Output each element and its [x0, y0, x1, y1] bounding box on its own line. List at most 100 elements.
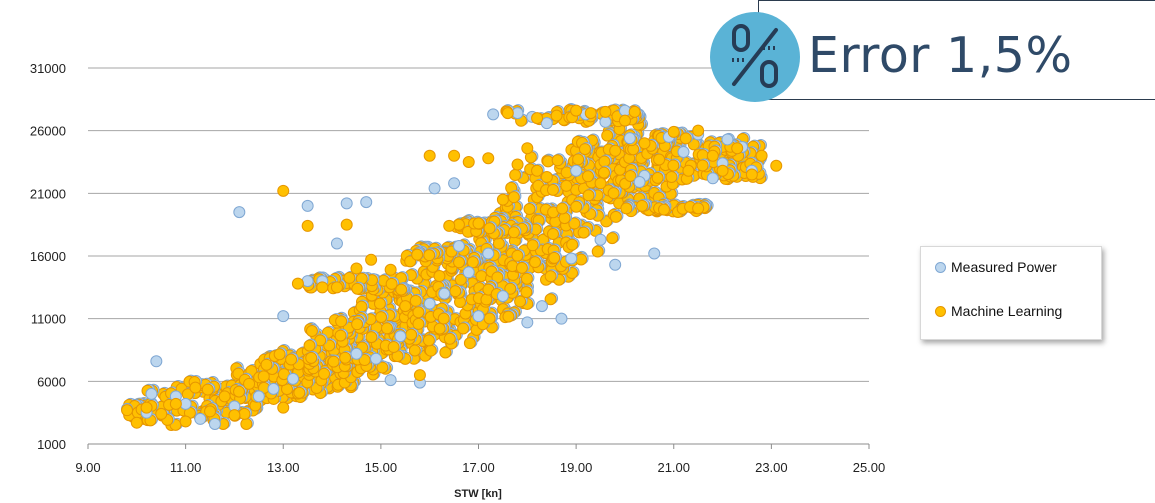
machine-learning-point [609, 210, 622, 223]
machine-learning-point [628, 105, 641, 118]
machine-learning-point [606, 232, 619, 245]
machine-learning-point [531, 112, 544, 125]
machine-learning-point [443, 332, 456, 345]
machine-learning-point [273, 348, 286, 361]
machine-learning-point [140, 401, 153, 414]
legend-label-machine-learning: Machine Learning [951, 303, 1063, 319]
legend-label-measured-power: Measured Power [951, 259, 1057, 275]
measured-power-point [462, 266, 475, 279]
machine-learning-point [303, 339, 316, 352]
measured-power-point [145, 387, 158, 400]
machine-learning-point [130, 416, 143, 429]
percent-badge-icon [710, 12, 800, 102]
machine-learning-point [387, 341, 400, 354]
measured-power-point [565, 252, 578, 265]
measured-power-point [360, 196, 373, 209]
machine-learning-point [452, 218, 465, 231]
machine-learning-point [385, 277, 398, 290]
data-points [121, 104, 783, 430]
machine-learning-point [755, 149, 768, 162]
machine-learning-point [293, 386, 306, 399]
machine-learning-point [540, 171, 553, 184]
machine-learning-point [399, 300, 412, 313]
machine-learning-point [189, 381, 202, 394]
y-tick-label: 11000 [31, 312, 66, 327]
machine-learning-point [339, 351, 352, 364]
machine-learning-point [618, 114, 631, 127]
measured-power-point [394, 330, 407, 343]
measured-power-point [623, 132, 636, 145]
machine-learning-point [350, 262, 363, 275]
machine-learning-point [365, 253, 378, 266]
machine-learning-point [598, 155, 611, 168]
machine-learning-point [305, 324, 318, 337]
machine-learning-point [240, 417, 253, 430]
machine-learning-point [599, 105, 612, 118]
machine-learning-point [526, 239, 539, 252]
machine-learning-point [665, 170, 678, 183]
machine-learning-point [572, 153, 585, 166]
measured-power-point [633, 176, 646, 189]
machine-learning-point [502, 310, 515, 323]
machine-learning-point [653, 153, 666, 166]
machine-learning-point [620, 202, 633, 215]
machine-learning-point [491, 271, 504, 284]
machine-learning-point [566, 238, 579, 251]
machine-learning-point [547, 228, 560, 241]
machine-learning-point [409, 294, 422, 307]
machine-learning-point [570, 104, 583, 117]
measured-power-point [301, 275, 314, 288]
machine-learning-point [692, 124, 705, 137]
measured-power-point [599, 115, 612, 128]
machine-learning-point [462, 156, 475, 168]
error-label: Error 1,5% [808, 27, 1073, 84]
machine-learning-point [511, 249, 524, 262]
machine-learning-point [233, 385, 246, 398]
machine-learning-point [521, 142, 534, 155]
machine-learning-point [277, 401, 290, 414]
machine-learning-point [305, 351, 318, 364]
measured-power-point [330, 237, 343, 250]
measured-power-point [233, 206, 246, 219]
machine-learning-point [218, 390, 231, 403]
y-tick-label: 6000 [37, 374, 66, 389]
machine-learning-point [570, 200, 583, 213]
machine-learning-point [578, 143, 591, 156]
machine-learning-point [411, 248, 424, 261]
machine-learning-point [412, 306, 425, 319]
measured-power-point [648, 247, 661, 260]
machine-learning-point [679, 132, 692, 145]
machine-learning-point [696, 159, 709, 172]
machine-learning-point [624, 170, 637, 183]
machine-learning-point [243, 377, 256, 390]
machine-learning-point [509, 169, 522, 182]
machine-learning-point [544, 270, 557, 283]
error-panel [758, 0, 1155, 100]
measured-power-point [535, 300, 548, 313]
measured-power-point [594, 233, 607, 246]
measured-power-point [277, 310, 290, 323]
measured-power-point [609, 258, 622, 271]
measured-power-point [428, 182, 441, 195]
machine-learning-point [692, 202, 705, 215]
machine-learning-point [408, 344, 421, 357]
measured-power-point [706, 172, 719, 185]
machine-learning-point [260, 358, 273, 371]
machine-learning-point [598, 166, 611, 179]
axes [87, 443, 870, 449]
measured-power-point [472, 310, 485, 323]
x-tick-label: 19.00 [560, 460, 593, 475]
machine-learning-point [667, 125, 680, 138]
machine-learning-point [351, 318, 364, 331]
measured-power-point [340, 197, 353, 210]
machine-learning-point [568, 217, 581, 230]
y-tick-label: 26000 [30, 124, 66, 139]
machine-learning-point [716, 164, 729, 177]
machine-learning-point [520, 272, 533, 285]
machine-learning-point [496, 193, 509, 206]
machine-learning-point [520, 286, 533, 299]
machine-learning-point [651, 171, 664, 184]
machine-learning-point [423, 249, 436, 262]
machine-learning-point [395, 283, 408, 296]
